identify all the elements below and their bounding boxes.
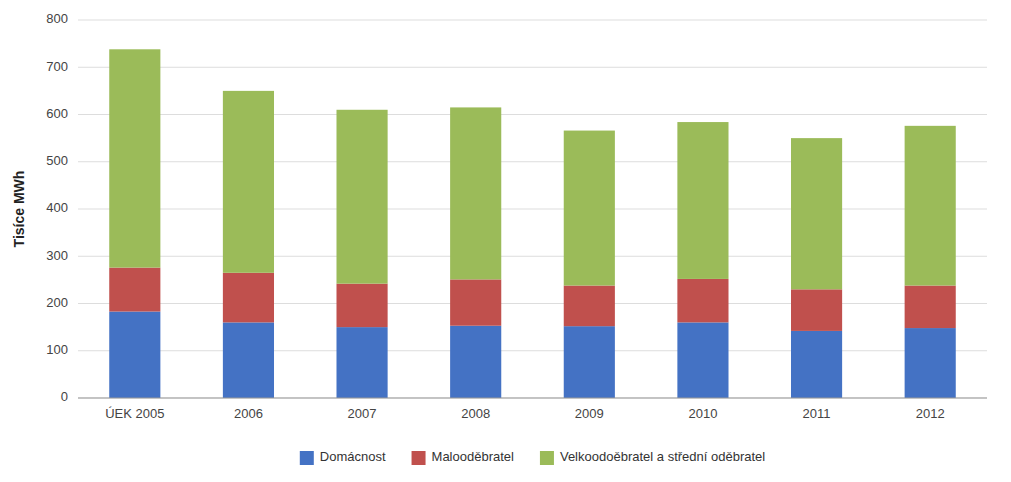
legend-swatch (540, 451, 554, 465)
bar (905, 126, 956, 286)
bar (336, 110, 387, 284)
grid-line (78, 398, 987, 399)
grid-line (78, 67, 987, 68)
x-tick-label: 2009 (575, 406, 604, 421)
bar (564, 326, 615, 398)
bar (677, 322, 728, 398)
chart-container: 0 100 200 300 400 500 600 700 800 Tisíce MWh ÚEK 2… (0, 0, 1011, 482)
legend-label: Domácnost (320, 449, 386, 464)
bars (109, 49, 956, 398)
y-tick-label: 500 (46, 153, 68, 168)
bar (564, 131, 615, 286)
x-axis-line (78, 398, 987, 399)
x-tick-label: 2008 (461, 406, 490, 421)
legend: Domácnost Malooděbratel Velkoodoěbratel a … (300, 449, 766, 465)
bar (109, 268, 160, 312)
bar (791, 289, 842, 331)
bar (450, 326, 501, 398)
x-tick-label: ÚEK 2005 (105, 406, 164, 421)
y-tick-label: 400 (46, 200, 68, 215)
legend-label: Velkoodoěbratel a střední oděbratel (560, 449, 765, 464)
bar (677, 122, 728, 279)
bar (905, 328, 956, 398)
grid-line (78, 303, 987, 304)
bar (791, 138, 842, 289)
y-tick-label: 600 (46, 106, 68, 121)
x-axis: ÚEK 2005 2006 2007 2008 2009 2010 2011 2012 (78, 398, 987, 421)
grid-line (78, 209, 987, 210)
bar (450, 107, 501, 279)
y-axis: 0 100 200 300 400 500 600 700 800 (46, 11, 68, 404)
legend-swatch (412, 451, 426, 465)
bar (109, 49, 160, 267)
bar (109, 312, 160, 398)
y-tick-label: 100 (46, 342, 68, 357)
bar (223, 91, 274, 273)
grid-line (78, 20, 987, 21)
chart: 0 100 200 300 400 500 600 700 800 Tisíce MWh ÚEK 2… (0, 0, 1011, 482)
bar (905, 286, 956, 329)
bar (677, 279, 728, 322)
x-tick-label: 2012 (916, 406, 945, 421)
y-tick-label: 300 (46, 248, 68, 263)
grid-line (78, 114, 987, 115)
y-tick-label: 800 (46, 11, 68, 26)
x-tick-label: 2011 (803, 406, 831, 421)
y-tick-label: 700 (46, 59, 68, 74)
bar (336, 284, 387, 327)
bar (564, 286, 615, 327)
y-axis-label: Tisíce MWh (11, 171, 27, 248)
legend-swatch (300, 451, 314, 465)
bar (791, 331, 842, 398)
bar (450, 279, 501, 325)
grid-line (78, 350, 987, 351)
x-tick-label: 2007 (348, 406, 377, 421)
legend-label: Malooděbratel (432, 449, 514, 464)
bar (223, 322, 274, 398)
y-tick-label: 200 (46, 295, 68, 310)
grid-line (78, 256, 987, 257)
bar (223, 273, 274, 323)
grid (78, 20, 987, 398)
grid-line (78, 161, 987, 162)
x-tick-label: 2010 (688, 406, 717, 421)
bar (336, 327, 387, 398)
x-tick-label: 2006 (234, 406, 263, 421)
y-tick-label: 0 (61, 389, 68, 404)
